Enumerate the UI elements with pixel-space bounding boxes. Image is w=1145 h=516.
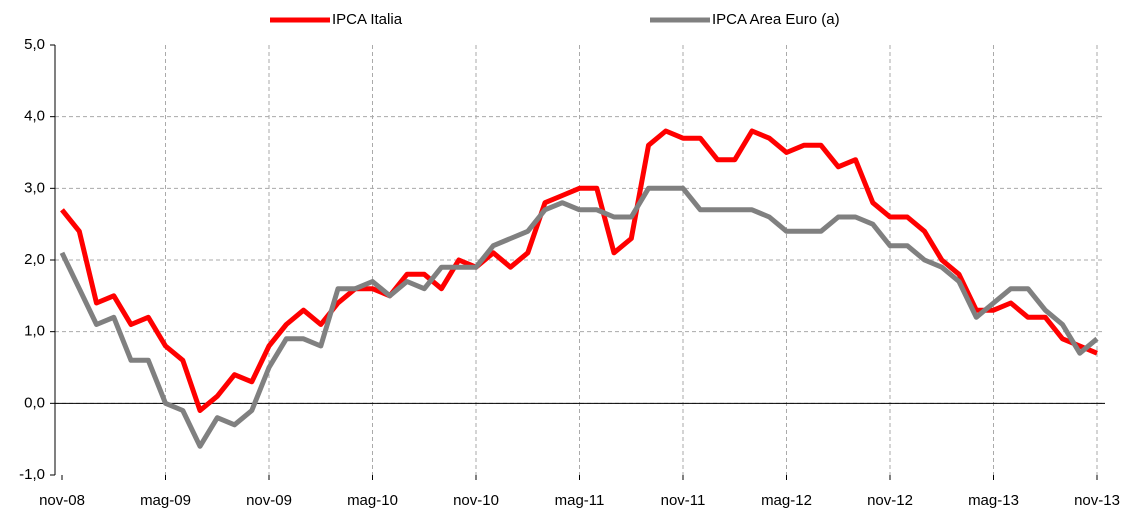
x-tick-label: nov-10	[453, 492, 499, 509]
y-tick-label: 4,0	[24, 108, 45, 125]
x-tick-label: nov-09	[246, 492, 292, 509]
x-tick-label: mag-11	[555, 492, 605, 509]
legend-label: IPCA Area Euro (a)	[712, 11, 840, 28]
y-tick-label: -1,0	[19, 466, 45, 483]
legend-label: IPCA Italia	[332, 11, 403, 28]
series-line	[60, 128, 1098, 413]
x-tick-label: nov-11	[661, 492, 706, 509]
y-tick-label: 1,0	[24, 323, 45, 340]
series-line	[59, 185, 1099, 449]
x-tick-label: mag-12	[761, 492, 812, 509]
y-tick-label: 5,0	[24, 36, 45, 53]
x-tick-label: mag-13	[968, 492, 1019, 509]
y-tick-label: 0,0	[24, 394, 45, 411]
x-tick-label: mag-10	[347, 492, 398, 509]
x-tick-label: nov-13	[1074, 492, 1120, 509]
x-tick-label: mag-09	[140, 492, 191, 509]
y-tick-label: 3,0	[24, 179, 45, 196]
x-tick-label: nov-08	[39, 492, 85, 509]
x-tick-label: nov-12	[867, 492, 913, 509]
y-tick-label: 2,0	[24, 251, 45, 268]
